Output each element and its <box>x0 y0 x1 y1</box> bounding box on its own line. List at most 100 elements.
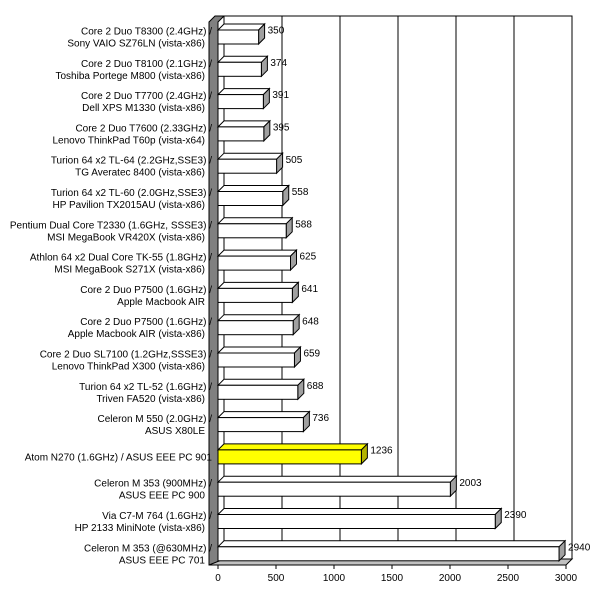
category-label-line: Core 2 Duo P7500 (1.6GHz) / <box>80 317 212 328</box>
value-label: 736 <box>312 413 329 424</box>
category-label: Core 2 Duo T8300 (2.4GHz) / Sony VAIO SZ7… <box>67 27 212 50</box>
value-label: 2390 <box>504 510 527 521</box>
bar-front-face <box>217 449 362 465</box>
bar <box>216 410 311 433</box>
bar-front-face <box>217 546 560 562</box>
bar-front-face <box>217 514 496 529</box>
bar-front-face <box>217 61 262 77</box>
bar <box>216 184 290 207</box>
bar <box>216 281 300 304</box>
bar-top-face <box>216 88 271 96</box>
category-label-line: Core 2 Duo SL7100 (1.2GHz,SSSE3) / <box>40 350 213 361</box>
category-label-line: Sony VAIO SZ76LN (vista-x86) <box>67 39 205 50</box>
category-label: Turion 64 x2 TL-60 (2.0GHz,SSE3) / HP Pav… <box>51 188 212 211</box>
category-label: Celeron M 353 (900MHz) / ASUS EEE PC 900 <box>94 479 212 502</box>
bar-top-face <box>216 55 269 63</box>
value-label: 688 <box>307 381 324 392</box>
x-tick-label: 0 <box>215 573 221 584</box>
bar-top-face <box>216 23 266 31</box>
bar-front-face <box>217 417 304 433</box>
bar-top-face <box>216 475 458 483</box>
category-label: Turion 64 x2 TL-64 (2.2GHz,SSE3) / TG Ave… <box>51 156 212 179</box>
bar-top-face <box>216 185 290 192</box>
bar-front-face <box>217 255 291 271</box>
category-label-line: Athlon 64 x2 Dual Core TK-55 (1.8GHz) / <box>30 253 212 264</box>
category-label-line: TG Averatec 8400 (vista-x86) <box>75 168 205 179</box>
category-label: Core 2 Duo T7700 (2.4GHz) / Dell XPS M133… <box>81 91 212 114</box>
category-label-line: Lenovo ThinkPad X300 (vista-x86) <box>52 362 205 373</box>
category-label-line: Core 2 Duo T8100 (2.1GHz) / <box>81 59 212 70</box>
category-label-line: Celeron M 550 (2.0GHz) / <box>98 414 213 425</box>
category-label-line: Triven FA520 (vista-x86) <box>96 394 205 405</box>
category-label-line: Dell XPS M1330 (vista-x86) <box>82 103 205 114</box>
bar-front-face <box>217 94 264 110</box>
category-label: Athlon 64 x2 Dual Core TK-55 (1.8GHz) / M… <box>30 253 212 276</box>
value-label: 659 <box>303 349 320 360</box>
category-label-line: Turion 64 x2 TL-60 (2.0GHz,SSE3) / <box>51 188 212 199</box>
bar-front-face <box>217 29 260 45</box>
bar-top-face <box>216 281 300 289</box>
gridlines <box>281 16 573 559</box>
bar-top-face <box>216 120 272 128</box>
category-label-line: HP 2133 MiniNote (vista-x86) <box>75 523 205 534</box>
bar-top-face <box>216 411 311 419</box>
bar-top-face <box>216 152 284 160</box>
category-label-line: Via C7-M 764 (1.6GHz) / <box>102 511 212 522</box>
value-label: 558 <box>292 187 309 198</box>
bar <box>216 313 301 336</box>
category-label-line: Pentium Dual Core T2330 (1.6GHz, SSSE3) … <box>10 220 212 231</box>
bar-front-face <box>217 481 451 497</box>
category-label-line: Toshiba Portege M800 (vista-x86) <box>55 71 205 82</box>
category-label-line: Core 2 Duo T7700 (2.4GHz) / <box>81 91 212 102</box>
category-label-line: Core 2 Duo T8300 (2.4GHz) / <box>81 27 212 38</box>
bar <box>216 22 266 46</box>
bar-front-face <box>217 158 278 174</box>
category-label-line: Turion 64 x2 TL-52 (1.6GHz) / <box>79 382 212 393</box>
x-tick-label: 500 <box>268 573 285 584</box>
category-label-line: Core 2 Duo T7600 (2.33GHz) / <box>75 123 212 134</box>
category-label: Core 2 Duo SL7100 (1.2GHz,SSSE3) / Lenovo… <box>40 350 213 373</box>
bar <box>216 507 503 530</box>
value-label: 2003 <box>459 478 482 489</box>
bar <box>216 87 271 110</box>
value-label: 395 <box>273 123 290 134</box>
value-label: 1236 <box>370 446 393 457</box>
category-label: Celeron M 550 (2.0GHz) / ASUS X80LE <box>98 414 213 437</box>
bar-front-face <box>217 223 287 239</box>
bar-front-face <box>217 191 284 206</box>
value-label: 641 <box>301 284 318 295</box>
category-label: Atom N270 (1.6GHz) / ASUS EEE PC 901 <box>25 452 213 463</box>
category-label: Celeron M 353 (@630MHz) / ASUS EEE PC 701 <box>84 543 212 566</box>
bar <box>216 378 306 401</box>
bar-top-face <box>216 508 503 515</box>
category-label-line: MSI MegaBook VR420X (vista-x86) <box>47 232 205 243</box>
bar <box>216 248 298 272</box>
category-label-line: Turion 64 x2 TL-64 (2.2GHz,SSE3) / <box>51 156 212 167</box>
category-label-line: Celeron M 353 (@630MHz) / <box>84 543 212 554</box>
value-labels: 350 374 391 395 505 558 588 625 641 648 659 688 736 1… <box>268 26 591 554</box>
x-tick-label: 1000 <box>323 573 346 584</box>
bar <box>216 216 294 240</box>
bar <box>216 55 269 78</box>
category-label-line: HP Pavilion TX2015AU (vista-x86) <box>53 200 205 211</box>
bar <box>216 474 458 498</box>
category-label: Via C7-M 764 (1.6GHz) / HP 2133 MiniNote … <box>75 511 213 534</box>
bar-top-face <box>216 346 302 354</box>
bar-front-face <box>217 287 293 303</box>
bar <box>216 345 302 369</box>
category-label: Core 2 Duo P7500 (1.6GHz) / Apple Macbook… <box>80 285 212 308</box>
category-label-line: ASUS EEE PC 701 <box>119 555 206 566</box>
x-axis: 0 500 1000 1500 2000 2500 3000 <box>215 565 578 584</box>
bars <box>216 22 567 563</box>
bar <box>216 119 272 143</box>
value-label: 391 <box>272 90 289 101</box>
bar <box>216 442 369 466</box>
category-labels: Core 2 Duo T8300 (2.4GHz) / Sony VAIO SZ7… <box>10 27 213 567</box>
x-tick-label: 3000 <box>555 573 578 584</box>
category-label-line: Apple Macbook AIR <box>117 297 205 308</box>
value-label: 648 <box>302 316 319 327</box>
category-label-line: Core 2 Duo P7500 (1.6GHz) / <box>80 285 212 296</box>
bar <box>216 539 567 563</box>
bar-front-face <box>217 320 294 336</box>
